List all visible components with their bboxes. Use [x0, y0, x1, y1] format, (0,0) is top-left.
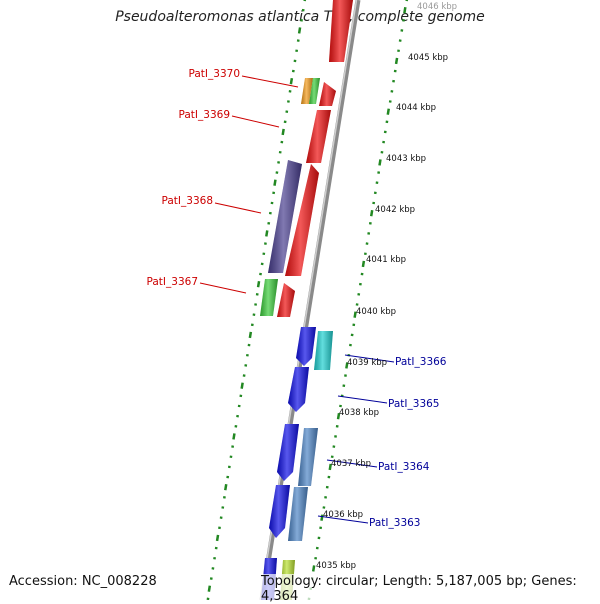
major-tick — [291, 78, 292, 84]
kbp-label: 4038 kbp — [339, 408, 379, 418]
kbp-label: 4046 kbp — [417, 2, 457, 12]
gene-label-3363[interactable]: PatI_3363 — [369, 517, 420, 529]
forward-gene-label-group: PatI_3370 PatI_3369 PatI_3368 PatI_3367 — [147, 68, 240, 288]
kbp-label: 4042 kbp — [375, 205, 415, 215]
major-tick — [225, 484, 226, 490]
major-tick — [283, 129, 284, 135]
kbp-label: 4044 kbp — [396, 103, 436, 113]
major-tick — [258, 281, 259, 287]
major-tick — [233, 433, 234, 439]
gene-label-3367[interactable]: PatI_3367 — [147, 276, 198, 288]
major-tick — [274, 180, 275, 186]
reverse-genes — [269, 327, 333, 541]
reverse-gene-label-group: PatI_3366 PatI_3365 PatI_3364 PatI_3363 — [369, 356, 447, 529]
major-tick — [371, 210, 372, 216]
kbp-label-group: 4046 kbp 4045 kbp 4044 kbp 4043 kbp 4042… — [316, 2, 457, 571]
kbp-label: 4039 kbp — [347, 358, 387, 368]
gene-label-3364[interactable]: PatI_3364 — [378, 461, 430, 473]
major-tick — [209, 586, 210, 592]
major-tick — [313, 565, 314, 571]
major-tick — [363, 261, 364, 267]
gene-label-3369[interactable]: PatI_3369 — [179, 109, 230, 121]
major-tick — [404, 7, 405, 13]
kbp-label: 4041 kbp — [366, 255, 406, 265]
kbp-label: 4035 kbp — [316, 561, 356, 571]
kbp-label: 4036 kbp — [323, 510, 363, 520]
reverse-label-leaders — [318, 355, 394, 523]
kbp-label: 4043 kbp — [386, 154, 426, 164]
gene-label-3365[interactable]: PatI_3365 — [388, 398, 439, 410]
kbp-label: 4037 kbp — [331, 459, 371, 469]
major-tick — [217, 535, 218, 541]
major-tick — [299, 27, 300, 33]
major-tick — [388, 109, 389, 115]
major-tick — [242, 383, 243, 389]
kbp-label: 4045 kbp — [408, 53, 448, 63]
major-tick — [266, 230, 267, 236]
kbp-label: 4040 kbp — [356, 307, 396, 317]
gene-label-3368[interactable]: PatI_3368 — [162, 195, 213, 207]
gene-label-3366[interactable]: PatI_3366 — [395, 356, 447, 368]
gene-label-3370[interactable]: PatI_3370 — [189, 68, 240, 80]
major-tick — [396, 58, 397, 64]
major-tick — [379, 159, 380, 165]
accession-text: Accession: NC_008228 — [9, 574, 157, 589]
major-tick — [250, 332, 251, 338]
